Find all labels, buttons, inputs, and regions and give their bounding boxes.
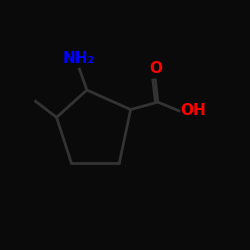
Text: O: O: [149, 61, 162, 76]
Text: OH: OH: [180, 103, 206, 118]
Text: NH₂: NH₂: [62, 51, 94, 66]
